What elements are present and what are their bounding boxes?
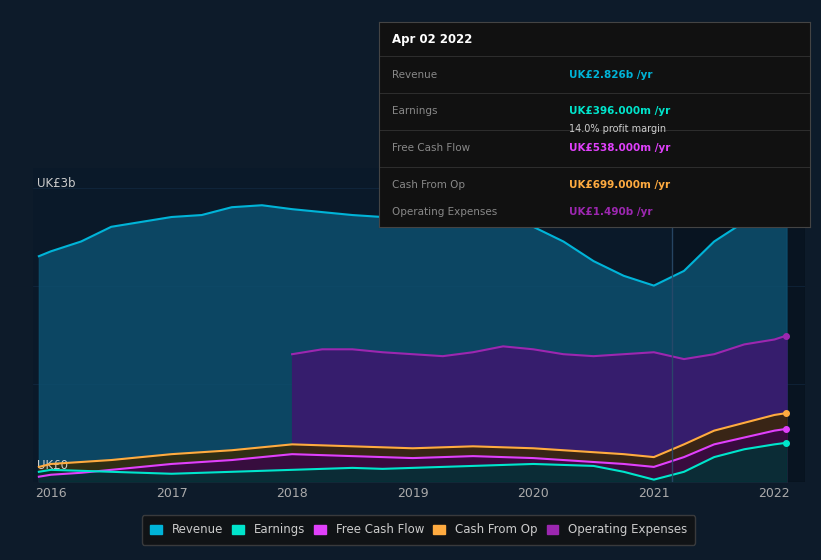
Text: Revenue: Revenue [392, 69, 438, 80]
Text: Cash From Op: Cash From Op [392, 180, 466, 190]
Text: Free Cash Flow: Free Cash Flow [392, 143, 470, 153]
Bar [672, 168, 805, 482]
Text: UK£3b: UK£3b [37, 178, 76, 190]
Text: Earnings: Earnings [392, 106, 438, 116]
Text: UK£396.000m /yr: UK£396.000m /yr [569, 106, 670, 116]
Text: Apr 02 2022: Apr 02 2022 [392, 32, 473, 46]
Text: UK£699.000m /yr: UK£699.000m /yr [569, 180, 670, 190]
Text: UK£538.000m /yr: UK£538.000m /yr [569, 143, 670, 153]
Legend: Revenue, Earnings, Free Cash Flow, Cash From Op, Operating Expenses: Revenue, Earnings, Free Cash Flow, Cash … [142, 515, 695, 545]
Text: UK£0: UK£0 [37, 459, 67, 472]
Text: Operating Expenses: Operating Expenses [392, 208, 498, 217]
Text: UK£1.490b /yr: UK£1.490b /yr [569, 208, 653, 217]
Text: UK£2.826b /yr: UK£2.826b /yr [569, 69, 653, 80]
Text: 14.0% profit margin: 14.0% profit margin [569, 124, 666, 134]
